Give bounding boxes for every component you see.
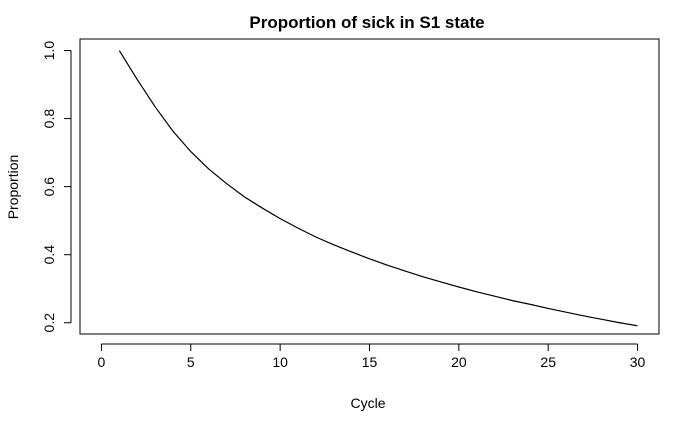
x-tick-label: 5: [187, 354, 195, 370]
series-line: [118, 50, 638, 327]
y-tick-label: 0.8: [41, 109, 57, 129]
chart-title: Proportion of sick in S1 state: [249, 13, 484, 32]
x-tick-label: 0: [98, 354, 106, 370]
x-tick-label: 25: [540, 354, 556, 370]
y-tick-label: 1.0: [41, 41, 57, 61]
x-axis: 0 5 10 15 20 25 30: [98, 343, 646, 370]
x-tick-label: 30: [630, 354, 646, 370]
x-axis-label: Cycle: [350, 395, 385, 411]
x-tick-label: 20: [451, 354, 467, 370]
x-tick-label: 10: [272, 354, 288, 370]
y-axis-label: Proportion: [5, 155, 21, 220]
y-axis: 0.2 0.4 0.6 0.8 1.0: [41, 41, 72, 333]
plot-box: [79, 38, 660, 335]
y-tick-label: 0.4: [41, 245, 57, 265]
y-tick-label: 0.6: [41, 177, 57, 197]
y-tick-label: 0.2: [41, 313, 57, 333]
x-tick-label: 15: [362, 354, 378, 370]
